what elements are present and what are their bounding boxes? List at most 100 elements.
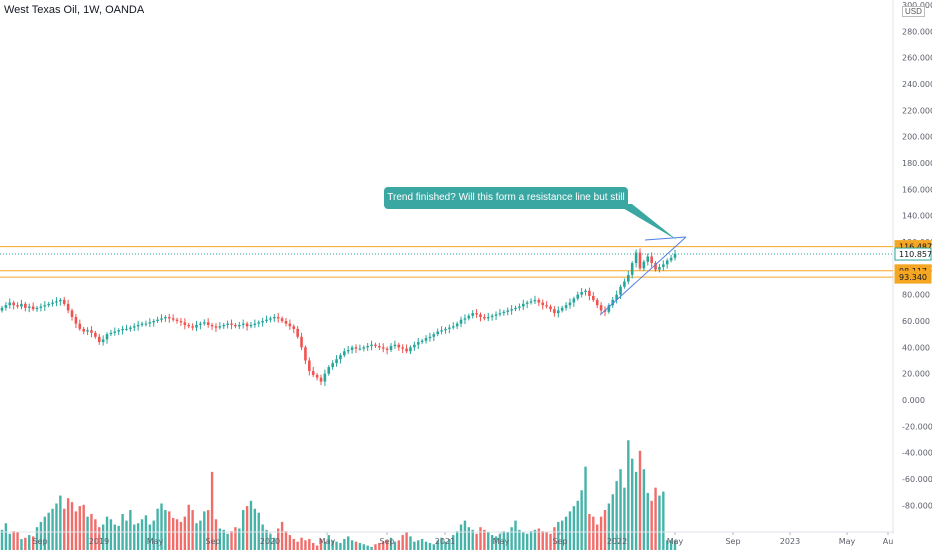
candle-body: [401, 347, 404, 349]
volume-bar: [206, 510, 210, 550]
candle-body: [210, 324, 214, 327]
price-tick-label: 300.000: [902, 1, 932, 10]
volume-bar: [378, 542, 381, 550]
candle-body: [245, 323, 249, 327]
candle-body: [623, 281, 626, 287]
candle-body: [611, 299, 615, 306]
time-tick-label: 2021: [435, 537, 455, 546]
candle-body: [152, 320, 156, 323]
candle-body: [117, 330, 121, 332]
candle-body: [420, 340, 424, 343]
volume-bar: [187, 504, 190, 550]
price-tick-label: 80.000: [902, 291, 930, 300]
volume-bar: [471, 529, 474, 550]
candle-body: [156, 319, 159, 321]
volume-bar: [39, 521, 43, 550]
candle-body: [234, 324, 237, 327]
volume-bar: [164, 510, 167, 550]
volume-bar: [343, 539, 346, 550]
volume-bar: [129, 510, 132, 550]
candle-body: [537, 299, 541, 303]
time-tick-label: Sep: [552, 537, 567, 546]
volume-bar: [195, 523, 198, 550]
horizontal-levels: [0, 246, 893, 278]
candle-body: [222, 324, 226, 327]
candle-body: [455, 323, 459, 327]
candle-body: [463, 318, 467, 320]
volume-bar: [269, 533, 272, 550]
volume-bar: [105, 516, 109, 550]
resistance-trendline: [644, 236, 687, 241]
candle-body: [588, 290, 591, 296]
volume-bar: [331, 540, 334, 550]
volume-bar: [234, 527, 237, 550]
candle-body: [35, 307, 39, 310]
currency-unit[interactable]: USD: [902, 6, 925, 17]
candle-body: [424, 338, 428, 341]
volume-bar: [59, 495, 62, 550]
volume-bar: [241, 510, 245, 550]
volume-bar: [533, 529, 537, 550]
time-tick-label: May: [839, 537, 856, 546]
volume-bar: [203, 511, 206, 550]
candle-body: [109, 332, 113, 335]
volume-bar: [257, 512, 260, 550]
volume-bar: [292, 539, 295, 550]
volume-bars: [0, 440, 677, 550]
volume-bar: [125, 520, 128, 550]
candle-body: [362, 347, 366, 349]
candle-body: [144, 323, 148, 325]
candle-body: [20, 303, 23, 307]
volume-bar: [362, 544, 365, 550]
candle-body: [405, 348, 408, 352]
volume-bar: [401, 535, 404, 550]
volume-bar: [432, 544, 436, 550]
volume-bar: [623, 487, 626, 550]
candle-body: [514, 307, 517, 310]
volume-bar: [66, 498, 70, 550]
candle-body: [253, 323, 257, 325]
volume-bar: [339, 542, 342, 550]
volume-bar: [140, 519, 144, 550]
volume-bar: [463, 520, 467, 550]
volume-bar: [607, 503, 611, 550]
volume-bar: [218, 528, 222, 550]
volume-bar: [117, 525, 120, 550]
volume-bar: [315, 545, 319, 550]
candle-body: [261, 320, 264, 323]
candle-body: [175, 319, 179, 321]
volume-bar: [603, 510, 607, 550]
candle-body: [385, 348, 389, 350]
volume-bar: [611, 494, 614, 550]
candle-body: [280, 318, 284, 321]
candle-body: [288, 323, 292, 327]
volume-bar: [557, 521, 560, 550]
candle-body: [350, 347, 354, 350]
volume-bar: [560, 520, 564, 550]
volume-bar: [265, 529, 268, 550]
volume-bar: [405, 532, 408, 550]
candle-body: [206, 322, 210, 325]
candle-body: [556, 310, 560, 314]
candle-body: [409, 347, 412, 352]
volume-bar: [455, 531, 459, 550]
candle-body: [319, 377, 323, 382]
volume-bar: [222, 529, 225, 550]
candle-body: [615, 294, 618, 300]
candle-body: [654, 263, 657, 270]
candle-body: [129, 327, 132, 329]
volume-bar: [366, 545, 369, 550]
candle-body: [343, 351, 346, 356]
volume-bar: [514, 520, 517, 550]
candle-body: [66, 303, 70, 311]
candle-body: [650, 256, 653, 264]
volume-bar: [498, 533, 502, 550]
volume-bar: [638, 450, 642, 550]
volume-bar: [354, 541, 358, 550]
candle-body: [195, 324, 198, 328]
annotation-callout[interactable]: Trend finished? Will this form a resista…: [384, 187, 628, 225]
volume-bar: [506, 532, 509, 550]
price-tick-label: -80.000: [902, 501, 932, 510]
volume-bar: [20, 539, 23, 550]
